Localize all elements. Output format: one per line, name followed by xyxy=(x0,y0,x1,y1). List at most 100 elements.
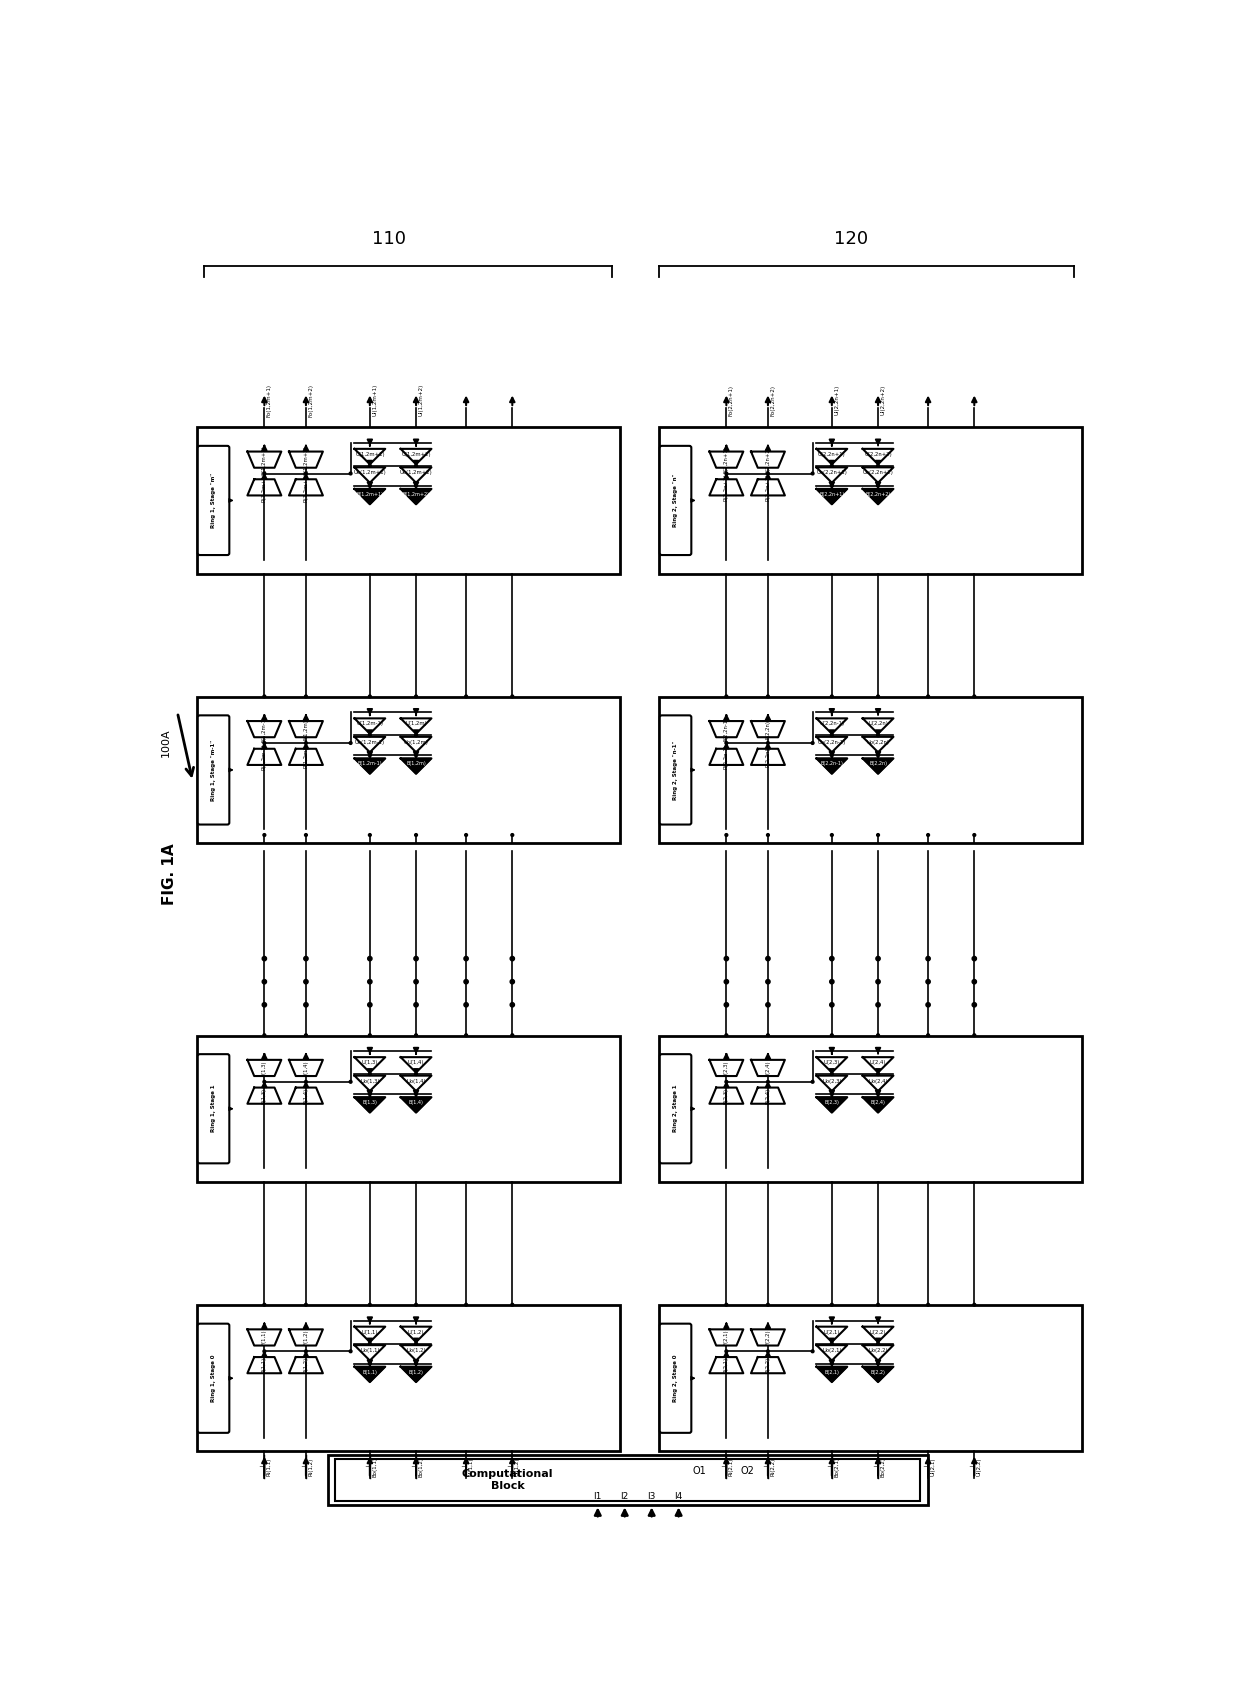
Polygon shape xyxy=(816,1057,847,1073)
Circle shape xyxy=(414,1073,418,1076)
Circle shape xyxy=(262,979,267,984)
Circle shape xyxy=(811,741,813,745)
Circle shape xyxy=(414,734,418,736)
Text: O1: O1 xyxy=(693,1467,707,1476)
Circle shape xyxy=(511,1034,513,1037)
Text: Bo(1,1): Bo(1,1) xyxy=(372,1457,377,1477)
Circle shape xyxy=(724,1003,729,1006)
Circle shape xyxy=(305,741,308,745)
Polygon shape xyxy=(816,1326,847,1341)
Text: F(1,4): F(1,4) xyxy=(304,1061,309,1076)
Text: ~: ~ xyxy=(872,1464,878,1470)
Circle shape xyxy=(368,957,372,960)
Polygon shape xyxy=(248,721,281,738)
Circle shape xyxy=(973,1304,976,1306)
Circle shape xyxy=(350,473,352,474)
Text: F(2,2): F(2,2) xyxy=(765,1329,770,1345)
Circle shape xyxy=(305,1350,308,1353)
Bar xyxy=(335,1459,920,1501)
Circle shape xyxy=(368,753,371,756)
Text: ~: ~ xyxy=(410,1464,415,1470)
Bar xyxy=(658,1035,1083,1182)
Bar xyxy=(197,697,620,843)
Circle shape xyxy=(465,833,467,836)
Text: Uo(2,2): Uo(2,2) xyxy=(868,1348,888,1353)
Circle shape xyxy=(811,1081,813,1083)
Text: R(2,2n-1): R(2,2n-1) xyxy=(724,745,729,770)
Bar xyxy=(197,1035,620,1182)
Text: R(2,1): R(2,1) xyxy=(724,1357,729,1374)
Circle shape xyxy=(414,1343,418,1345)
Circle shape xyxy=(831,1093,833,1095)
FancyBboxPatch shape xyxy=(660,1054,692,1163)
Text: Ui(2,1): Ui(2,1) xyxy=(930,1457,935,1476)
Text: Uo(1,2m-1): Uo(1,2m-1) xyxy=(355,740,384,745)
Circle shape xyxy=(725,695,728,697)
Circle shape xyxy=(926,1034,930,1037)
Text: Ri(2,1): Ri(2,1) xyxy=(729,1457,734,1476)
Circle shape xyxy=(414,1304,418,1306)
Text: O2: O2 xyxy=(742,1467,755,1476)
Circle shape xyxy=(414,1003,418,1006)
Circle shape xyxy=(811,1350,813,1353)
Circle shape xyxy=(875,979,880,984)
Text: ~: ~ xyxy=(363,1464,370,1470)
FancyBboxPatch shape xyxy=(660,716,692,824)
Circle shape xyxy=(725,833,728,836)
Text: ~: ~ xyxy=(761,1464,768,1470)
Circle shape xyxy=(972,1003,976,1006)
Text: U(2,4): U(2,4) xyxy=(869,1061,887,1064)
Polygon shape xyxy=(751,1088,785,1103)
Text: I2: I2 xyxy=(620,1491,629,1501)
Polygon shape xyxy=(289,1329,322,1345)
Polygon shape xyxy=(751,479,785,495)
Circle shape xyxy=(831,833,833,836)
Text: F(1,2m+1): F(1,2m+1) xyxy=(262,445,267,474)
Circle shape xyxy=(263,473,265,474)
Circle shape xyxy=(766,1003,770,1006)
Polygon shape xyxy=(248,1357,281,1374)
Text: U(1,2): U(1,2) xyxy=(408,1329,424,1334)
Text: Ri(1,1): Ri(1,1) xyxy=(267,1457,272,1476)
Circle shape xyxy=(464,957,469,960)
Text: B(2,3): B(2,3) xyxy=(825,1100,839,1105)
Text: F(2,2n-1): F(2,2n-1) xyxy=(724,717,729,741)
Text: ~: ~ xyxy=(968,1464,975,1470)
Circle shape xyxy=(305,695,308,697)
Circle shape xyxy=(830,957,835,960)
Polygon shape xyxy=(816,719,847,734)
Circle shape xyxy=(350,1350,352,1353)
Text: Uo(1,4): Uo(1,4) xyxy=(407,1078,425,1083)
Polygon shape xyxy=(248,1059,281,1076)
Text: ~: ~ xyxy=(460,1464,466,1470)
Text: ~: ~ xyxy=(506,1464,512,1470)
Circle shape xyxy=(414,484,418,488)
Text: I1: I1 xyxy=(594,1491,601,1501)
Bar xyxy=(197,427,620,573)
Circle shape xyxy=(830,979,835,984)
Text: Ring 1, Stage "m": Ring 1, Stage "m" xyxy=(211,473,216,529)
Polygon shape xyxy=(816,449,847,464)
Text: F(2,2n+2): F(2,2n+2) xyxy=(765,445,770,473)
Text: ~: ~ xyxy=(826,1464,832,1470)
Circle shape xyxy=(725,1081,728,1083)
Text: Fo(1,2m+1): Fo(1,2m+1) xyxy=(267,384,272,416)
Circle shape xyxy=(875,957,880,960)
Circle shape xyxy=(972,957,976,960)
Polygon shape xyxy=(863,719,894,734)
Polygon shape xyxy=(863,1096,894,1112)
Text: B(1,2m+2): B(1,2m+2) xyxy=(403,491,429,496)
Polygon shape xyxy=(355,1326,386,1341)
Text: F(2,4): F(2,4) xyxy=(765,1061,770,1076)
Circle shape xyxy=(831,1343,833,1345)
Circle shape xyxy=(725,741,728,745)
Text: U(2,2n+1): U(2,2n+1) xyxy=(818,452,846,457)
Bar xyxy=(197,1306,620,1452)
Polygon shape xyxy=(709,1357,743,1374)
Text: I4: I4 xyxy=(675,1491,683,1501)
Text: Computational
Block: Computational Block xyxy=(463,1469,553,1491)
Circle shape xyxy=(368,695,371,697)
Text: 110: 110 xyxy=(372,230,405,248)
Polygon shape xyxy=(355,758,386,774)
Circle shape xyxy=(725,1034,728,1037)
